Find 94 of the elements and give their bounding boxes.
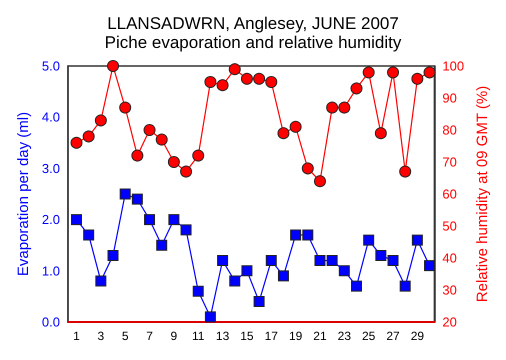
- x-tick-label: 27: [386, 329, 400, 343]
- x-tick-label: 7: [146, 329, 154, 343]
- y2-tick-label: 30: [442, 282, 457, 298]
- point: [350, 280, 362, 292]
- point: [411, 72, 424, 85]
- point: [326, 102, 338, 114]
- point: [95, 276, 106, 287]
- y-tick-label: 2.0: [42, 212, 60, 228]
- y-tick-label: 1.0: [42, 263, 60, 278]
- point: [387, 66, 400, 78]
- x-tick-label: 13: [216, 329, 230, 343]
- point: [144, 214, 156, 226]
- point: [229, 276, 240, 287]
- y2-tick-label: 80: [442, 122, 457, 138]
- y2-tick-label: 40: [442, 250, 457, 266]
- point: [120, 188, 131, 200]
- point: [266, 255, 277, 266]
- x-tick-label: 1: [73, 329, 80, 343]
- point: [424, 66, 436, 78]
- y2-tick-label: 90: [442, 90, 457, 106]
- x-tick-label: 17: [264, 329, 278, 343]
- point: [290, 120, 302, 133]
- x-tick-label: 21: [313, 329, 327, 343]
- x-tick-label: 19: [288, 329, 303, 343]
- point: [290, 229, 302, 240]
- y2-tick-label: 20: [442, 314, 457, 330]
- point: [82, 130, 95, 142]
- point: [424, 260, 436, 272]
- point: [374, 127, 387, 140]
- x-tick-label: 15: [240, 329, 254, 343]
- y2-tick-label: 100: [442, 58, 464, 74]
- point: [399, 166, 412, 178]
- y-tick-label: 0.0: [42, 314, 60, 330]
- point: [326, 255, 338, 266]
- point: [338, 102, 350, 114]
- point: [412, 234, 423, 246]
- point: [265, 76, 278, 88]
- y2-tick-label: 60: [442, 186, 457, 202]
- point: [180, 224, 192, 236]
- point: [277, 127, 290, 140]
- point: [314, 175, 326, 188]
- point: [156, 240, 168, 251]
- chart-subtitle: Piche evaporation and relative humidity: [104, 33, 402, 52]
- y2-tick-label: 50: [442, 218, 457, 234]
- point: [254, 296, 265, 308]
- point: [70, 214, 82, 226]
- point: [400, 280, 411, 292]
- point: [241, 265, 252, 276]
- point: [363, 234, 374, 246]
- point: [217, 255, 228, 266]
- y-axis-title: Evaporation per day (ml): [15, 112, 32, 276]
- y-tick-label: 3.0: [42, 160, 60, 176]
- point: [350, 82, 362, 94]
- point: [228, 63, 241, 76]
- point: [168, 156, 180, 168]
- point: [388, 255, 399, 266]
- x-tick-label: 9: [170, 329, 178, 343]
- y-tick-label: 4.0: [42, 110, 60, 125]
- point: [253, 72, 266, 85]
- point: [144, 124, 156, 136]
- point: [156, 134, 168, 146]
- y2-axis-title: Relative humidity at 09 GMT (%): [474, 86, 491, 302]
- y-tick-label: 5.0: [42, 58, 60, 74]
- point: [132, 194, 143, 205]
- point: [107, 60, 120, 72]
- point: [131, 150, 144, 162]
- point: [108, 250, 119, 261]
- point: [338, 265, 350, 276]
- point: [94, 114, 107, 126]
- point: [302, 162, 314, 174]
- point: [180, 166, 192, 178]
- point: [362, 66, 375, 78]
- point: [192, 150, 204, 162]
- x-tick-label: 11: [192, 329, 205, 343]
- point: [204, 76, 216, 88]
- point: [168, 214, 180, 226]
- x-tick-label: 23: [338, 329, 352, 343]
- x-tick-label: 5: [122, 329, 129, 343]
- point: [278, 270, 289, 282]
- point: [192, 286, 204, 297]
- x-tick-label: 3: [98, 329, 104, 343]
- point: [204, 311, 216, 322]
- point: [119, 102, 132, 114]
- chart-title: LLANSADWRN, Anglesey, JUNE 2007: [107, 14, 399, 33]
- point: [216, 79, 229, 92]
- x-tick-label: 25: [362, 329, 376, 343]
- point: [70, 136, 82, 149]
- point: [314, 255, 326, 266]
- point: [302, 229, 314, 240]
- y2-tick-label: 70: [442, 154, 457, 170]
- x-tick-label: 29: [410, 329, 424, 343]
- point: [83, 229, 94, 240]
- point: [375, 250, 386, 261]
- point: [240, 72, 253, 85]
